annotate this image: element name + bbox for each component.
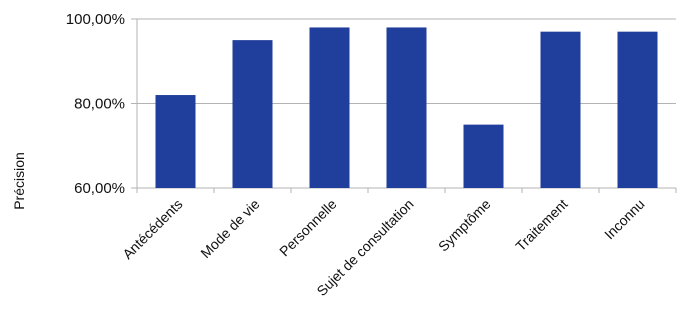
- y-axis-title: Précision: [11, 152, 27, 210]
- bar: [155, 95, 196, 188]
- bar: [617, 31, 658, 188]
- y-tick-label: 100,00%: [66, 11, 125, 28]
- bar: [463, 124, 504, 188]
- x-category-label: Personnelle: [276, 196, 340, 260]
- y-tick-label: 80,00%: [74, 96, 125, 113]
- x-category-label: Traitement: [512, 196, 570, 254]
- bar: [309, 27, 350, 189]
- x-category-label: Symptôme: [435, 196, 494, 255]
- bar: [386, 27, 427, 189]
- y-tick-labels: 60,00% 80,00% 100,00%: [66, 11, 125, 197]
- y-tick-label: 60,00%: [74, 180, 125, 197]
- x-category-label: Antécédents: [119, 196, 185, 262]
- bars: [155, 27, 658, 189]
- x-category-label: Mode de vie: [197, 196, 262, 261]
- x-category-label: Inconnu: [601, 196, 648, 243]
- bar: [540, 31, 581, 188]
- bar: [232, 40, 273, 188]
